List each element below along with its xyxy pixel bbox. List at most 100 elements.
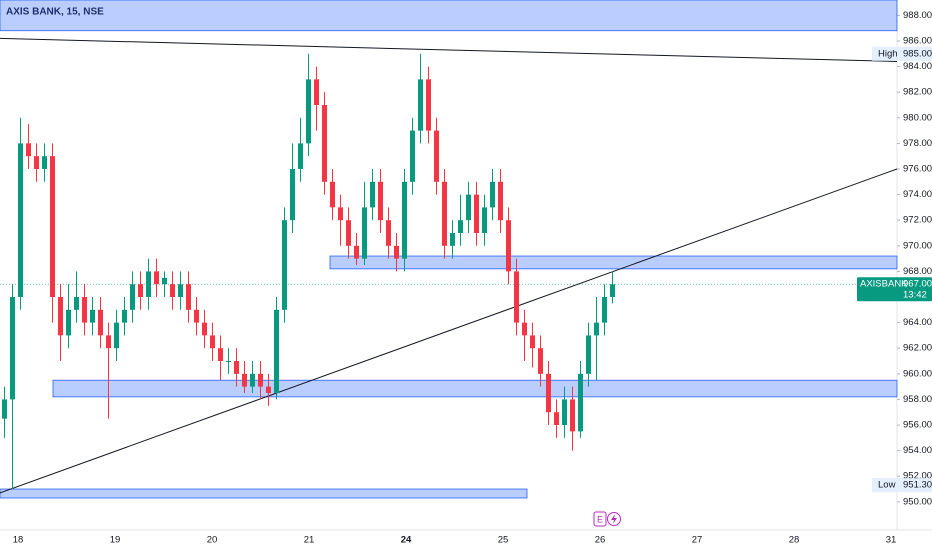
y-tick-label: 962.00: [903, 343, 932, 354]
low-marker-box: [872, 478, 932, 493]
candle-body: [170, 284, 175, 298]
candle-body: [602, 297, 607, 323]
candle-body: [26, 143, 31, 157]
candle-body: [186, 284, 191, 310]
candle-body: [610, 284, 615, 298]
candle-body: [578, 373, 583, 432]
candle-body: [18, 143, 23, 298]
candle-body: [250, 373, 255, 387]
candle-body: [74, 297, 79, 310]
candle-body: [346, 220, 351, 246]
low-marker-label: Low: [878, 480, 896, 491]
candle-body: [482, 207, 487, 233]
candle-body: [298, 143, 303, 169]
earnings-icon[interactable]: [593, 511, 607, 527]
zone: [0, 0, 898, 32]
candle-body: [306, 79, 311, 144]
y-tick-label: 964.00: [903, 317, 932, 328]
candle-body: [338, 207, 343, 221]
x-tick-label: 26: [595, 535, 606, 546]
candle-body: [234, 361, 239, 374]
candle-body: [10, 297, 15, 400]
candle-body: [562, 399, 567, 426]
candle-body: [114, 322, 119, 349]
candle-body: [466, 194, 471, 221]
y-tick-label: 950.00: [903, 496, 932, 507]
candle-body: [162, 277, 167, 285]
candle-body: [498, 181, 503, 221]
candle-body: [130, 284, 135, 310]
candle-body: [274, 309, 279, 394]
candle-body: [178, 284, 183, 298]
trendline: [0, 168, 898, 494]
x-tick-label: 27: [692, 535, 703, 546]
candle-body: [450, 232, 455, 246]
candle-body: [242, 373, 247, 387]
candle-body: [210, 335, 215, 349]
candle-body: [594, 322, 599, 336]
last-price-value: 967.00: [903, 279, 932, 290]
x-tick-label: 24: [401, 535, 412, 546]
candle-body: [546, 373, 551, 413]
earnings-icon-text: E: [597, 514, 603, 524]
x-tick-label: 28: [789, 535, 800, 546]
candle-body: [50, 156, 55, 298]
candle-body: [194, 309, 199, 323]
candle-body: [386, 220, 391, 246]
zone: [329, 255, 898, 270]
y-tick-label: 986.00: [903, 35, 932, 46]
candle-body: [434, 130, 439, 182]
y-tick-label: 960.00: [903, 368, 932, 379]
candle-body: [586, 335, 591, 374]
y-tick-label: 952.00: [903, 471, 932, 482]
candle-body: [506, 220, 511, 272]
candle-body: [490, 181, 495, 208]
candle-body: [66, 309, 71, 336]
high-marker-value: 985.00: [903, 48, 932, 59]
zone: [52, 379, 898, 398]
dividend-icon-bolt: [611, 514, 617, 524]
high-marker-box: [872, 46, 932, 61]
x-tick-label: 21: [304, 535, 315, 546]
candle-body: [314, 79, 319, 105]
candle-body: [58, 297, 63, 336]
y-tick-label: 976.00: [903, 164, 932, 175]
y-tick-label: 978.00: [903, 138, 932, 149]
candle-body: [426, 79, 431, 131]
candle-body: [530, 335, 535, 349]
candle-body: [354, 245, 359, 259]
x-tick-label: 31: [886, 535, 897, 546]
candle-body: [378, 181, 383, 221]
y-tick-label: 954.00: [903, 445, 932, 456]
candle-body: [522, 322, 527, 336]
y-tick-label: 984.00: [903, 61, 932, 72]
candle-body: [402, 181, 407, 259]
low-marker-value: 951.30: [903, 480, 932, 491]
candle-body: [554, 412, 559, 426]
candle-body: [538, 348, 543, 374]
y-tick-label: 972.00: [903, 215, 932, 226]
candle-body: [282, 220, 287, 310]
trendline: [0, 37, 898, 62]
candle-body: [218, 348, 223, 362]
candle-body: [362, 207, 367, 259]
candle-body: [330, 181, 335, 208]
candle-body: [106, 335, 111, 349]
candle-body: [138, 284, 143, 298]
last-price-symbol: AXISBANK: [860, 279, 908, 290]
candle-body: [2, 399, 7, 419]
candle-body: [98, 309, 103, 336]
candle-body: [122, 309, 127, 323]
candle-body: [202, 322, 207, 336]
x-tick-label: 19: [110, 535, 121, 546]
last-price-countdown: 13:42: [903, 290, 927, 301]
last-price-box: [857, 277, 932, 302]
candle-body: [226, 361, 231, 363]
candle-body: [514, 271, 519, 323]
y-tick-label: 968.00: [903, 266, 932, 277]
candle-body: [474, 194, 479, 233]
chart-title: AXIS BANK, 15, NSE: [6, 7, 104, 18]
event-icons[interactable]: E: [593, 511, 621, 527]
x-tick-label: 20: [207, 535, 218, 546]
